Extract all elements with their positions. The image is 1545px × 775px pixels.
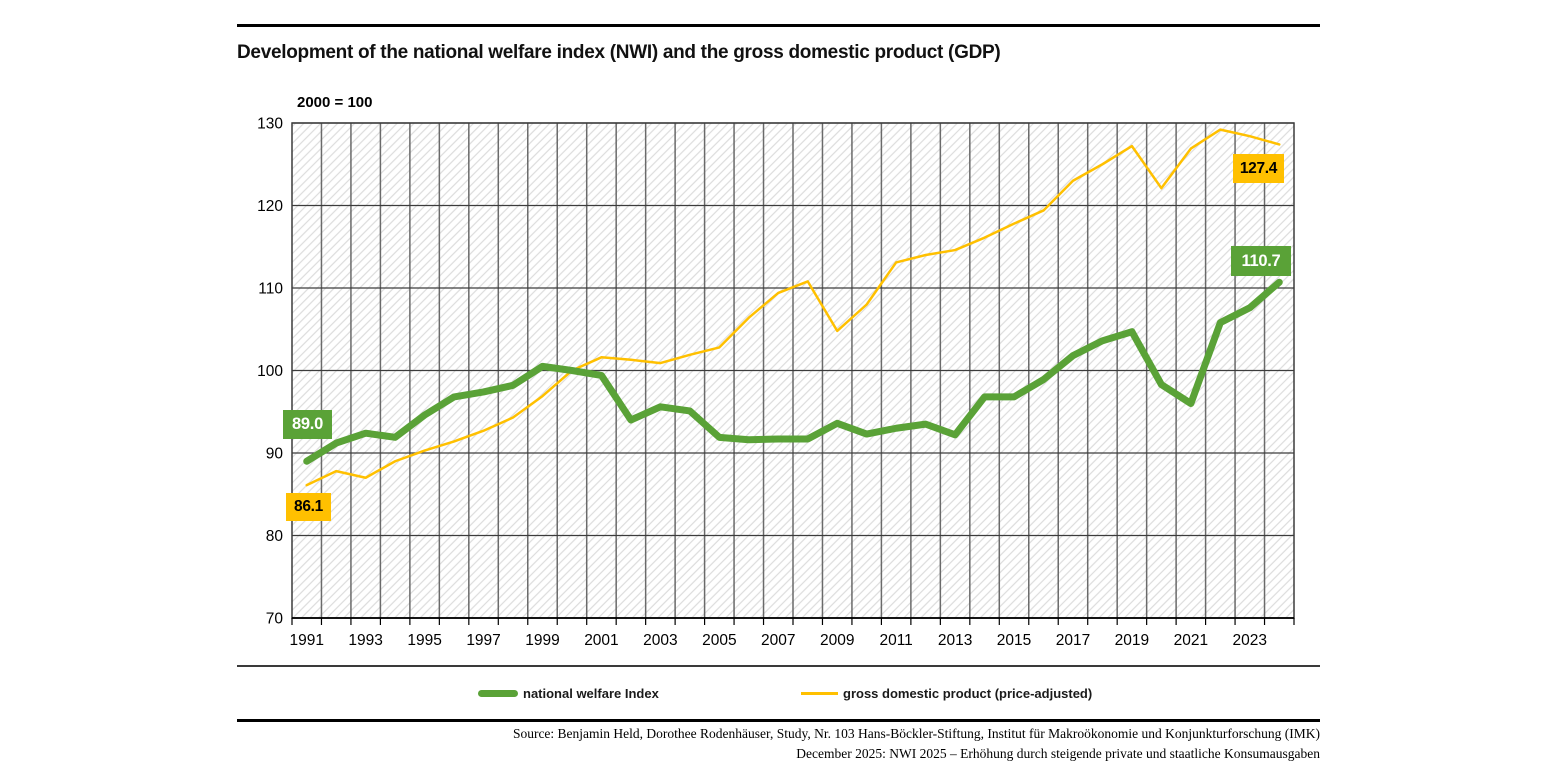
svg-text:1997: 1997 <box>466 632 500 649</box>
svg-text:90: 90 <box>266 446 284 463</box>
svg-text:1999: 1999 <box>525 632 559 649</box>
svg-text:2023: 2023 <box>1233 632 1267 649</box>
top-rule <box>237 24 1320 27</box>
svg-text:2001: 2001 <box>584 632 618 649</box>
svg-text:2007: 2007 <box>761 632 795 649</box>
svg-text:110: 110 <box>258 281 283 298</box>
svg-text:100: 100 <box>257 363 283 380</box>
svg-text:130: 130 <box>257 116 283 133</box>
svg-text:80: 80 <box>266 528 284 545</box>
gdp-start-value-badge: 86.1 <box>286 493 331 521</box>
svg-text:1995: 1995 <box>407 632 441 649</box>
svg-text:2015: 2015 <box>997 632 1031 649</box>
svg-text:2005: 2005 <box>702 632 736 649</box>
legend-divider-rule <box>237 665 1320 667</box>
gdp-end-value-badge: 127.4 <box>1233 154 1284 183</box>
note-line: December 2025: NWI 2025 – Erhöhung durch… <box>796 746 1320 761</box>
svg-text:2017: 2017 <box>1056 632 1090 649</box>
svg-text:70: 70 <box>266 611 284 628</box>
svg-text:2003: 2003 <box>643 632 677 649</box>
gdp-legend-label: gross domestic product (price-adjusted) <box>843 686 1093 701</box>
svg-text:2019: 2019 <box>1115 632 1149 649</box>
svg-text:2009: 2009 <box>820 632 854 649</box>
nwi-start-value-badge: 89.0 <box>283 410 332 439</box>
nwi-legend-label: national welfare Index <box>523 686 659 701</box>
nwi-legend-swatch <box>478 690 518 697</box>
svg-text:1993: 1993 <box>348 632 382 649</box>
source-line: Source: Benjamin Held, Dorothee Rodenhäu… <box>512 726 1320 741</box>
chart-title: Development of the national welfare inde… <box>237 42 1001 63</box>
svg-text:2021: 2021 <box>1174 632 1208 649</box>
svg-text:2013: 2013 <box>938 632 972 649</box>
gdp-legend-swatch <box>801 692 838 695</box>
svg-text:120: 120 <box>257 198 283 215</box>
footer-rule <box>237 719 1320 722</box>
svg-text:1991: 1991 <box>289 632 323 649</box>
nwi-end-value-badge: 110.7 <box>1231 246 1291 276</box>
line-chart-plot: 70 80 90 100 110 120 130 1991 1993 1995 1997 1999 20… <box>257 116 1295 649</box>
svg-text:2011: 2011 <box>879 632 912 649</box>
index-note: 2000 = 100 <box>297 94 373 111</box>
